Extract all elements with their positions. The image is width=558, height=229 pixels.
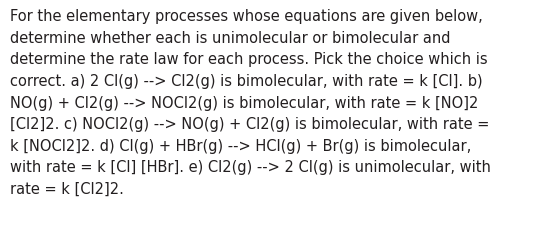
Text: For the elementary processes whose equations are given below,
determine whether : For the elementary processes whose equat… [10, 9, 491, 196]
